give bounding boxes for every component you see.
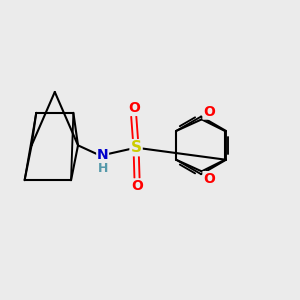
Text: S: S — [130, 140, 142, 155]
Text: O: O — [203, 172, 215, 186]
Text: O: O — [128, 101, 140, 115]
Text: O: O — [203, 105, 215, 119]
Text: O: O — [131, 179, 143, 193]
Text: H: H — [98, 162, 108, 175]
Text: N: N — [97, 148, 108, 162]
